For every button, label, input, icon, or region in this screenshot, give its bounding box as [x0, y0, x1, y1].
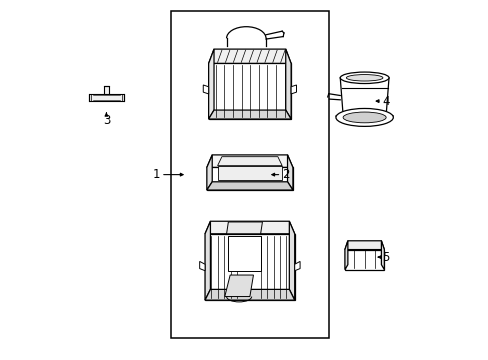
Ellipse shape — [343, 112, 386, 123]
Ellipse shape — [340, 72, 388, 84]
Polygon shape — [206, 167, 292, 190]
Polygon shape — [344, 241, 347, 270]
Polygon shape — [208, 49, 214, 119]
Bar — [171, 12, 328, 338]
Polygon shape — [203, 85, 208, 94]
Polygon shape — [199, 261, 204, 271]
Polygon shape — [206, 155, 292, 167]
Polygon shape — [206, 155, 212, 190]
Polygon shape — [289, 221, 294, 300]
Polygon shape — [287, 155, 292, 190]
Polygon shape — [217, 166, 282, 180]
Polygon shape — [206, 182, 292, 190]
Bar — [104, 86, 109, 94]
Bar — [88, 94, 124, 101]
Text: 5: 5 — [382, 251, 389, 264]
Polygon shape — [344, 241, 384, 249]
Polygon shape — [290, 85, 296, 94]
Polygon shape — [381, 241, 384, 270]
Polygon shape — [226, 222, 262, 234]
Polygon shape — [204, 234, 294, 300]
Polygon shape — [208, 110, 290, 119]
Polygon shape — [294, 261, 300, 271]
Polygon shape — [285, 49, 290, 119]
Text: 3: 3 — [102, 114, 110, 127]
Polygon shape — [208, 49, 290, 63]
Text: 1: 1 — [153, 168, 160, 181]
Ellipse shape — [346, 75, 382, 81]
Ellipse shape — [335, 108, 392, 126]
Polygon shape — [228, 235, 260, 271]
Polygon shape — [344, 249, 384, 270]
Polygon shape — [224, 275, 253, 297]
Polygon shape — [204, 221, 294, 234]
Polygon shape — [204, 289, 294, 300]
Text: 4: 4 — [382, 95, 389, 108]
Polygon shape — [204, 221, 210, 300]
Polygon shape — [217, 157, 282, 166]
Polygon shape — [208, 63, 290, 119]
Text: 2: 2 — [282, 168, 289, 181]
